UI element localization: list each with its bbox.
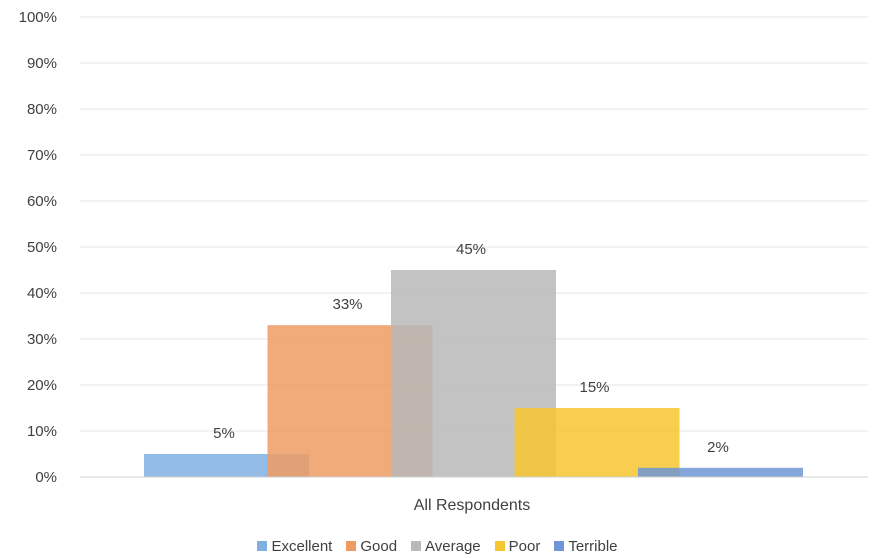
legend-item-terrible: Terrible	[554, 537, 618, 555]
y-tick-label: 0%	[35, 469, 57, 486]
gridlines	[80, 16, 868, 432]
bars	[144, 270, 803, 477]
legend: Excellent Good Average Poor Terrible	[0, 536, 875, 556]
y-tick-label: 40%	[27, 285, 57, 302]
data-labels: 5% 33% 45% 15% 2%	[213, 241, 729, 456]
data-label-average: 45%	[456, 241, 486, 258]
data-label-terrible: 2%	[707, 439, 729, 456]
y-tick-label: 90%	[27, 55, 57, 72]
y-tick-label: 70%	[27, 147, 57, 164]
legend-swatch	[346, 541, 357, 551]
legend-label: Excellent	[271, 537, 333, 555]
y-tick-label: 60%	[27, 193, 57, 210]
category-label: All Respondents	[414, 497, 531, 514]
legend-item-good: Good	[346, 538, 397, 555]
legend-item-excellent: Excellent	[257, 538, 332, 555]
y-tick-label: 100%	[19, 9, 57, 26]
y-tick-label: 30%	[27, 331, 57, 348]
data-label-poor: 15%	[579, 379, 609, 396]
legend-item-average: Average	[411, 538, 481, 555]
legend-label: Poor	[508, 537, 541, 555]
y-tick-label: 10%	[27, 423, 57, 440]
legend-item-poor: Poor	[494, 537, 541, 555]
y-tick-label: 20%	[27, 377, 57, 394]
y-axis-tick-labels: 0% 10% 20% 30% 40% 50% 60% 70% 80% 90% 100%	[19, 9, 57, 486]
legend-swatch	[411, 541, 422, 551]
legend-swatch	[554, 541, 565, 551]
y-tick-label: 50%	[27, 239, 57, 256]
data-label-excellent: 5%	[213, 425, 235, 442]
legend-label: Terrible	[568, 537, 618, 555]
bar-terrible	[638, 467, 803, 477]
legend-swatch	[494, 541, 505, 551]
y-tick-label: 80%	[27, 101, 57, 118]
legend-swatch	[257, 541, 268, 551]
data-label-good: 33%	[332, 296, 362, 313]
bar-poor	[514, 408, 680, 477]
legend-label: Average	[425, 537, 481, 555]
legend-label: Good	[360, 537, 398, 555]
